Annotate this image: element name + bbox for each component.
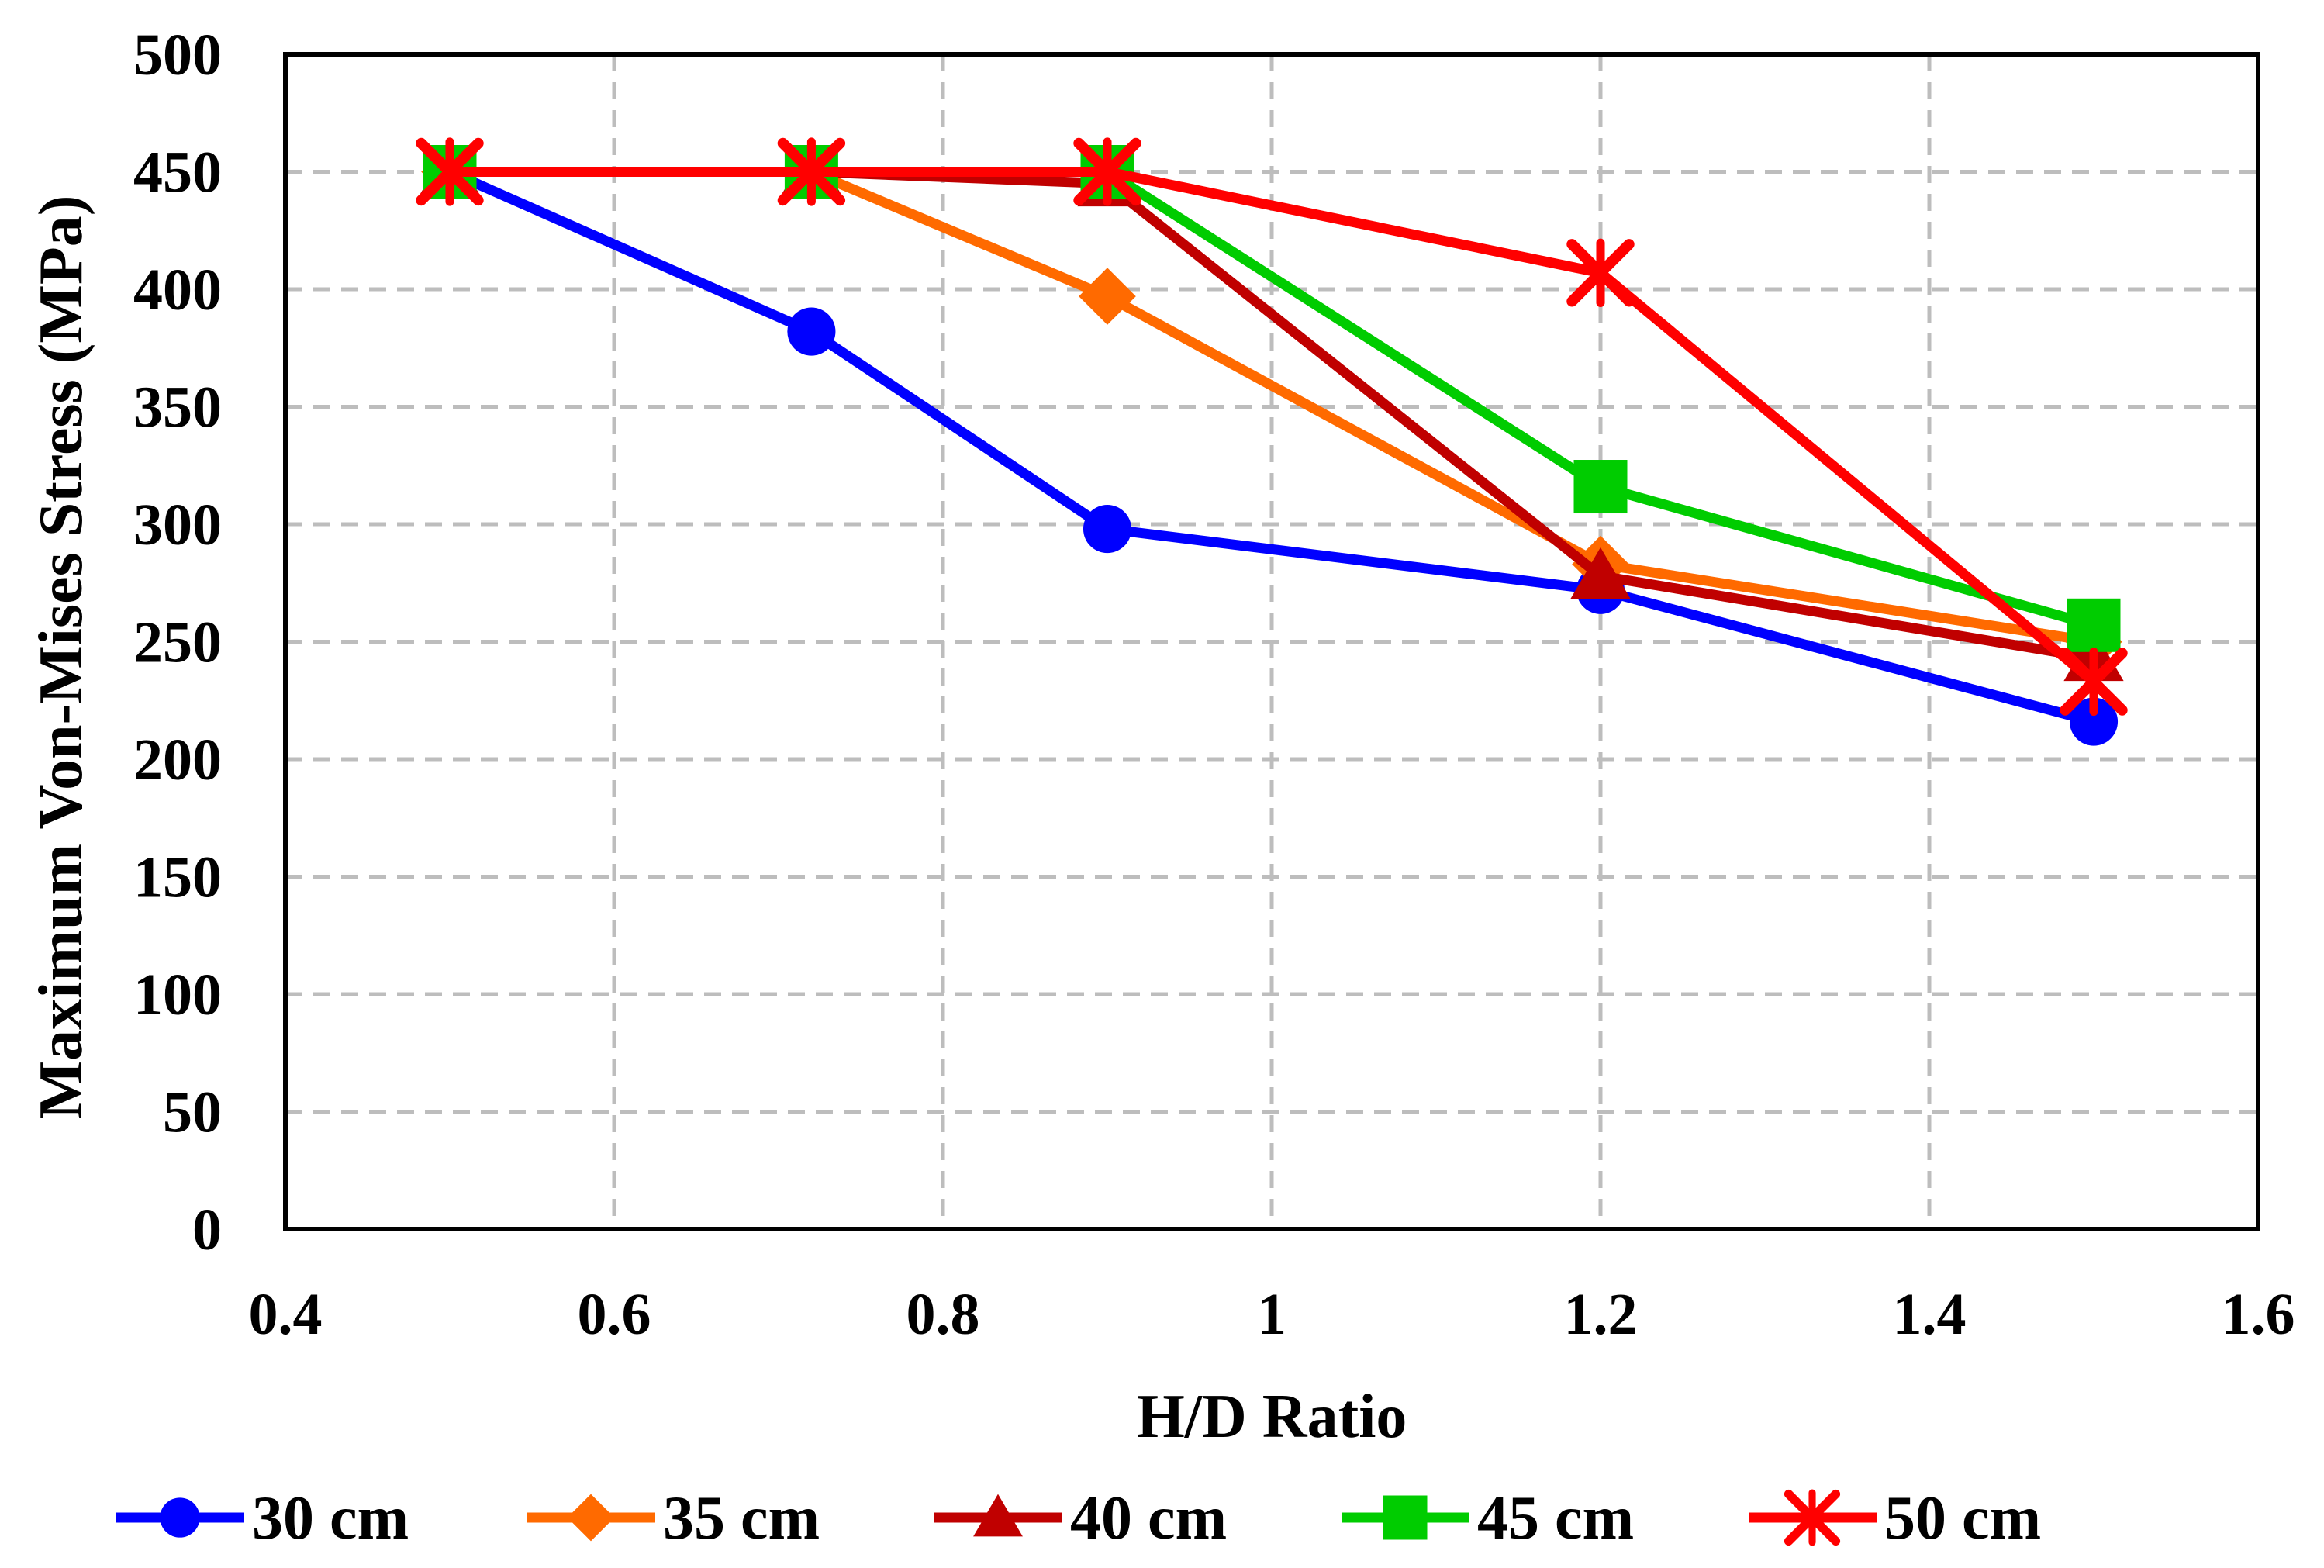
x-axis-title: H/D Ratio [1137,1383,1407,1451]
y-tick-label: 500 [133,22,222,88]
legend-item: 45 cm [1342,1484,1634,1552]
y-tick-label: 100 [133,962,222,1027]
y-tick-label: 200 [133,727,222,793]
x-tick-label: 0.8 [906,1282,980,1347]
data-point [1573,460,1628,514]
series-layer [416,137,2128,746]
x-tick-label: 0.4 [249,1282,323,1347]
x-tick-label: 1.6 [2222,1282,2295,1347]
data-point [1566,238,1635,307]
legend-label: 50 cm [1884,1484,2041,1552]
data-point [2067,598,2121,652]
x-tick-label: 1.4 [1893,1282,1967,1347]
legend-item: 35 cm [527,1484,820,1552]
y-tick-label: 400 [133,257,222,323]
legend-marker [973,1494,1023,1537]
legend-marker [567,1494,615,1542]
y-axis-ticks: 0 50 100 150 200 250 300 350 400 450 500 [133,22,222,1262]
legend-marker [1784,1489,1841,1546]
legend: 30 cm 35 cm 40 cm 45 cm 50 cm [116,1484,2041,1552]
x-axis-ticks: 0.4 0.6 0.8 1 1.2 1.4 1.6 [249,1282,2295,1347]
data-point [787,307,836,356]
data-point [2069,697,2119,746]
y-tick-label: 450 [133,140,222,205]
y-tick-label: 0 [192,1197,222,1262]
x-tick-label: 1.2 [1564,1282,1638,1347]
data-point [777,137,846,206]
x-tick-label: 0.6 [578,1282,651,1347]
legend-label: 45 cm [1477,1484,1634,1552]
data-point [1079,268,1136,325]
gridlines [285,54,2258,1229]
y-tick-label: 250 [133,610,222,675]
legend-item: 30 cm [116,1484,409,1552]
y-tick-label: 350 [133,375,222,440]
data-point [2060,647,2128,717]
y-tick-label: 300 [133,492,222,558]
legend-item: 50 cm [1749,1484,2041,1552]
legend-label: 30 cm [252,1484,409,1552]
y-tick-label: 50 [163,1080,222,1145]
data-point [416,137,484,206]
legend-marker [160,1497,200,1538]
legend-label: 35 cm [663,1484,820,1552]
legend-marker [1383,1495,1428,1540]
y-tick-label: 150 [133,845,222,910]
series-50-cm [416,137,2128,717]
legend-label: 40 cm [1070,1484,1227,1552]
data-point [1083,505,1132,554]
data-point [1073,137,1141,206]
plot-area-frame [283,52,2260,1231]
x-tick-label: 1 [1257,1282,1286,1347]
y-axis-title: Maximum Von-Mises Stress (MPa) [27,195,95,1120]
data-point [1570,547,1631,599]
legend-item: 40 cm [934,1484,1227,1552]
